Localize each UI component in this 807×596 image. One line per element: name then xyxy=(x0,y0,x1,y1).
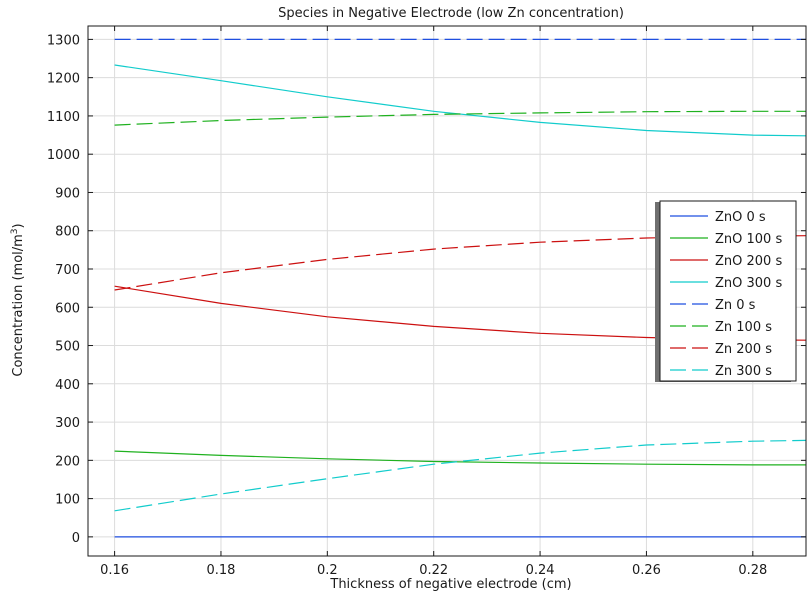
chart-title: Species in Negative Electrode (low Zn co… xyxy=(278,6,624,21)
legend-label: Zn 300 s xyxy=(715,364,772,379)
y-tick-label: 400 xyxy=(55,378,80,393)
y-axis-title: Concentration (mol/m3) xyxy=(10,223,26,376)
legend-label: ZnO 100 s xyxy=(715,232,782,247)
y-tick-label: 500 xyxy=(55,340,80,355)
y-tick-label: 200 xyxy=(55,454,80,469)
y-tick-label: 900 xyxy=(55,186,80,201)
axis-ticks: 0.16 0.18 0.2 0.22 0.24 0.26 0.28 0 100 200 300 400… xyxy=(47,26,806,578)
y-tick-label: 1200 xyxy=(47,72,80,87)
legend-label: Zn 100 s xyxy=(715,320,772,335)
y-axis-title-superscript: 3 xyxy=(10,228,20,234)
x-tick-label: 0.28 xyxy=(738,563,767,578)
x-tick-label: 0.22 xyxy=(419,563,448,578)
y-tick-label: 300 xyxy=(55,416,80,431)
y-tick-label: 1000 xyxy=(47,148,80,163)
series-line-zn-100-s xyxy=(114,110,806,126)
legend-label: Zn 200 s xyxy=(715,342,772,357)
x-axis-title: Thickness of negative electrode (cm) xyxy=(329,577,571,592)
x-tick-label: 0.26 xyxy=(632,563,661,578)
legend-label: ZnO 0 s xyxy=(715,210,766,225)
y-axis-title-base: Concentration (mol/m xyxy=(11,234,26,376)
x-tick-label: 0.2 xyxy=(317,563,338,578)
legend-box xyxy=(659,200,797,382)
y-tick-label: 0 xyxy=(72,531,80,546)
legend-label: ZnO 300 s xyxy=(715,276,782,291)
x-tick-label: 0.18 xyxy=(206,563,235,578)
series-line-zno-300-s xyxy=(114,64,807,137)
plot-series xyxy=(114,38,807,538)
legend-label: Zn 0 s xyxy=(715,298,756,313)
y-tick-label: 100 xyxy=(55,493,80,508)
x-tick-label: 0.16 xyxy=(100,563,129,578)
y-tick-label: 800 xyxy=(55,225,80,240)
grid xyxy=(88,26,806,556)
y-tick-label: 1300 xyxy=(47,33,80,48)
legend: ZnO 0 s ZnO 100 s ZnO 200 s ZnO 300 s Zn 0 s… xyxy=(655,200,797,382)
y-tick-label: 600 xyxy=(55,301,80,316)
series-line-zn-300-s xyxy=(114,439,807,512)
x-tick-label: 0.24 xyxy=(526,563,555,578)
series-line-zno-100-s xyxy=(114,450,806,466)
y-axis-title-close: ) xyxy=(11,223,26,228)
y-tick-label: 1100 xyxy=(47,110,80,125)
plot-frame xyxy=(87,25,807,557)
legend-label: ZnO 200 s xyxy=(715,254,782,269)
y-tick-label: 700 xyxy=(55,263,80,278)
